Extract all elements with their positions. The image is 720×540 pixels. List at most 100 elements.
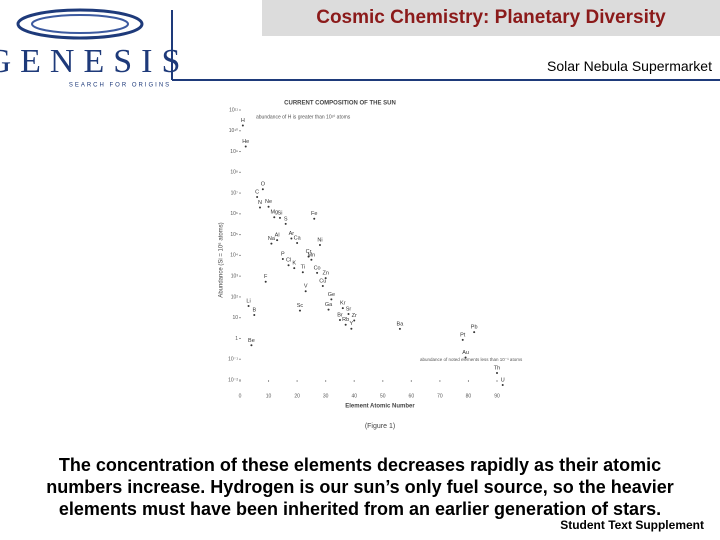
point	[496, 371, 498, 374]
x-tick-label: 80	[466, 393, 472, 399]
chart: CURRENT COMPOSITION OF THE SUN abundance …	[218, 101, 523, 430]
point	[313, 217, 316, 220]
point	[461, 338, 464, 341]
y-axis-label: Abundance (Si = 10⁶ atoms)	[218, 222, 225, 297]
point-label: O	[261, 182, 266, 188]
point	[278, 216, 281, 219]
point	[293, 267, 296, 270]
x-tick-label: 90	[494, 393, 500, 399]
y-tick-label: 10	[232, 315, 238, 321]
x-tick-label: 50	[380, 393, 386, 399]
point	[301, 271, 304, 274]
subtitle: Solar Nebula Supermarket	[547, 58, 712, 74]
point	[341, 307, 344, 310]
point-label: Al	[275, 233, 280, 239]
point-label: Ca	[294, 236, 302, 242]
point-label: Be	[248, 338, 255, 344]
point	[241, 124, 244, 127]
y-tick-label: 10³	[231, 273, 239, 279]
point	[270, 242, 273, 245]
point-label: K	[292, 261, 296, 267]
point	[344, 323, 347, 326]
point-label: Ge	[328, 292, 335, 298]
point-label: S	[284, 216, 288, 222]
point-label: Na	[268, 236, 276, 242]
caption-line: numbers increase. Hydrogen is our sun’s …	[46, 477, 674, 497]
point-label: Ar	[289, 231, 295, 237]
point	[338, 319, 341, 322]
annotation: abundance of H is greater than 10¹⁰ atom…	[256, 114, 351, 120]
point-label: V	[304, 284, 308, 290]
point	[298, 309, 301, 312]
header-title: Cosmic Chemistry: Planetary Diversity	[262, 0, 720, 36]
point-label: Sc	[297, 303, 304, 309]
y-tick-label: 10¹¹	[229, 107, 238, 113]
point	[247, 304, 250, 307]
point	[330, 298, 333, 301]
x-tick-label: 70	[437, 393, 443, 399]
point	[464, 356, 467, 359]
point-label: Ti	[301, 265, 305, 271]
point	[287, 264, 290, 267]
point-label: H	[241, 118, 245, 124]
point-label: Au	[462, 350, 469, 356]
point-label: B	[252, 307, 256, 313]
point-label: Cl	[286, 258, 291, 264]
point-label: Th	[494, 365, 500, 371]
x-tick-label: 60	[409, 393, 415, 399]
point	[304, 290, 307, 293]
x-tick-label: 10	[266, 393, 272, 399]
figure-label: (Figure 1)	[365, 423, 395, 430]
point	[350, 327, 353, 330]
point	[276, 239, 279, 242]
point	[324, 277, 327, 280]
point-label: Ba	[397, 321, 405, 327]
point	[318, 243, 321, 246]
point-label: F	[264, 274, 268, 280]
point	[316, 271, 319, 274]
x-tick-label: 40	[351, 393, 357, 399]
point-label: Ne	[265, 199, 272, 205]
logo-orbit	[16, 8, 144, 40]
point	[264, 280, 267, 283]
point-label: U	[501, 377, 505, 383]
point-label: N	[258, 200, 262, 206]
point-label: Ni	[317, 237, 322, 243]
point	[273, 216, 276, 219]
point-label: Ga	[325, 302, 333, 308]
point-label: Kr	[340, 301, 346, 307]
logo-tagline: SEARCH FOR ORIGINS	[69, 83, 171, 89]
point-label: Mg	[270, 210, 278, 216]
x-axis-label: Element Atomic Number	[345, 404, 415, 410]
point	[353, 319, 356, 322]
point-label: Pb	[471, 325, 478, 331]
point-label: Zr	[352, 313, 357, 319]
point	[321, 285, 324, 288]
y-tick-label: 10⁶	[230, 211, 238, 217]
x-tick-label: 20	[294, 393, 300, 399]
point-label: Co	[314, 265, 321, 271]
point-label: Li	[246, 298, 250, 304]
footer: Student Text Supplement	[560, 518, 704, 532]
y-tick-label: 1	[235, 336, 238, 342]
point	[501, 383, 504, 386]
point	[250, 344, 253, 347]
point-label: Y	[350, 321, 354, 327]
point	[398, 327, 401, 330]
point	[256, 195, 259, 198]
logo-orbit	[31, 14, 129, 34]
point-label: Sr	[346, 306, 352, 312]
point	[310, 258, 313, 261]
x-tick-label: 30	[323, 393, 329, 399]
y-tick-label: 10⁸	[230, 170, 238, 176]
caption-line: The concentration of these elements decr…	[58, 455, 662, 475]
point-label: Fe	[311, 211, 317, 217]
point	[284, 222, 287, 225]
point-label: Cu	[319, 278, 326, 284]
point	[347, 312, 350, 315]
point	[327, 308, 330, 311]
logo: GENESIS	[0, 43, 189, 80]
point	[281, 258, 284, 261]
point-label: He	[242, 139, 249, 145]
